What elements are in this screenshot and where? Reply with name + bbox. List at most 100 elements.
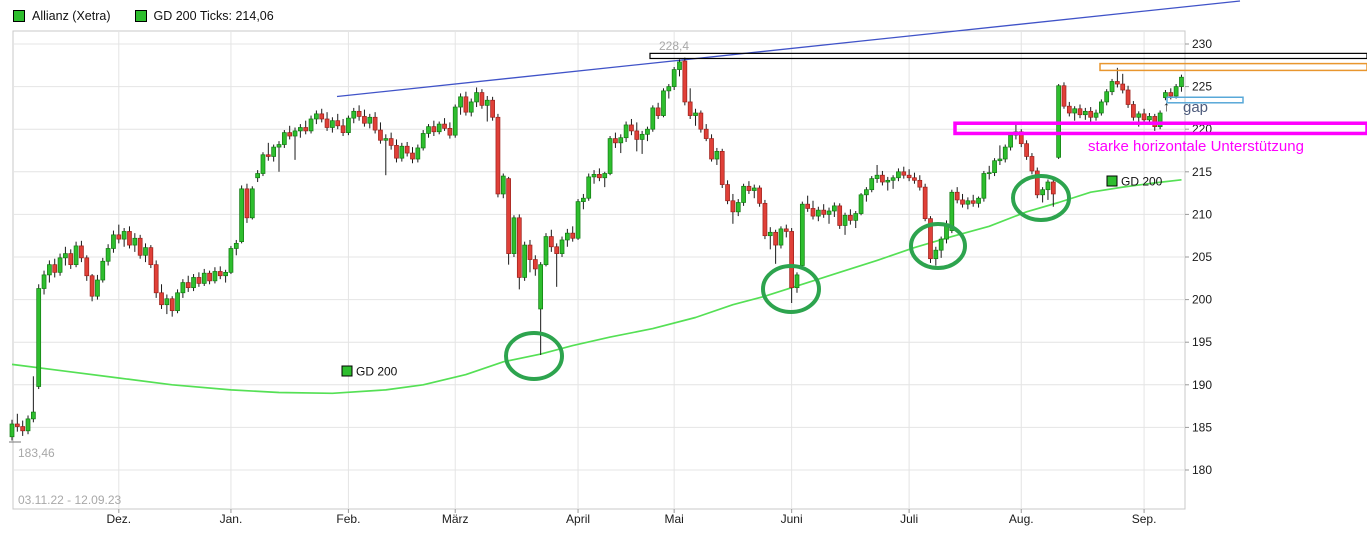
y-axis-label: 185 [1192,420,1212,434]
candle-down [960,199,965,205]
candle-down [84,257,90,277]
gap-arrow-icon: ↑ [1163,98,1170,114]
resistance-band [649,52,1367,60]
candle-up [468,101,474,113]
candle-down [762,202,768,237]
candle-down [725,184,730,202]
candle-down [324,118,330,128]
candle-down [137,237,143,256]
candle-up [1136,113,1142,118]
orange-resistance-zone [1099,62,1367,72]
candle-up [105,248,111,262]
gd200-label-swatch-icon [1106,175,1118,187]
candle-down [709,138,714,160]
candle-up [858,194,864,214]
candle-up [121,231,127,240]
ma-touch-circle [504,331,564,381]
candle-up [474,92,479,103]
series-name-label: Allianz (Xetra) [32,9,111,23]
candle-down [388,138,394,146]
candle-up [714,151,720,160]
candle-down [442,123,447,129]
candle-up [228,248,234,273]
period-low-label: 183,46 [18,446,55,460]
candle-down [1050,181,1056,195]
candle-up [143,247,148,256]
candle-up [693,112,698,116]
candle-up [484,99,490,106]
candle-down [356,110,362,117]
plot-border [12,30,1186,510]
candle-down [303,127,309,132]
candle-up [1173,86,1179,97]
y-axis-label: 200 [1192,293,1212,307]
y-axis-label: 195 [1192,335,1212,349]
candle-up [522,244,527,278]
candle-down [554,246,560,254]
candle-up [671,69,677,87]
candle-up [986,172,992,175]
candle-up [1179,76,1184,87]
candle-up [500,175,506,195]
candle-down [362,116,367,124]
support-band [953,121,1367,136]
candle-down [928,218,933,260]
x-axis-label: Sep. [1132,512,1157,526]
date-range-label: 03.11.22 - 12.09.23 [18,493,122,507]
candle-down [1034,170,1040,196]
x-axis-label: Aug. [1009,512,1034,526]
candle-down [746,185,752,191]
candle-up [415,147,421,160]
candle-up [1072,108,1078,114]
candle-down [516,217,522,278]
candle-down [463,96,469,113]
gap-label: gap [1183,99,1208,116]
candle-up [575,201,581,239]
candle-up [1008,134,1013,148]
candle-up [591,174,597,178]
candle-up [191,277,196,289]
candle-down [810,208,816,217]
series-swatch-icon [13,10,25,22]
candle-up [249,188,255,219]
candle-up [869,178,875,191]
candle-down [880,174,885,183]
candle-up [778,228,784,246]
candle-up [751,187,757,191]
candle-up [132,237,138,246]
candle-up [890,177,896,181]
candle-up [271,146,277,157]
candle-down [127,231,132,246]
candle-up [1109,81,1115,93]
candle-down [148,247,154,266]
candle-down [153,264,159,294]
candle-down [1120,83,1126,91]
candle-down [14,423,20,427]
candle-up [31,411,36,420]
support-label: starke horizontale Unterstützung [1088,138,1304,155]
candle-down [20,426,26,432]
candle-up [976,197,981,204]
candle-up [383,138,389,141]
candle-up [885,179,891,183]
candle-down [698,112,704,130]
candle-down [527,244,533,260]
candle-up [330,120,335,128]
candle-up [992,160,997,174]
candle-down [506,178,511,254]
candle-up [1040,189,1045,196]
candle-up [175,292,180,312]
candle-up [426,126,431,134]
candle-up [661,90,666,116]
candle-down [901,171,907,176]
candle-down [431,126,437,133]
candle-down [1077,108,1083,116]
candle-down [848,214,853,221]
candle-down [719,151,725,185]
candle-down [532,259,538,270]
candle-up [864,189,869,196]
candle-up [933,249,939,260]
gd200-chart-label: GD 200 [1121,175,1163,189]
candle-up [794,274,800,289]
